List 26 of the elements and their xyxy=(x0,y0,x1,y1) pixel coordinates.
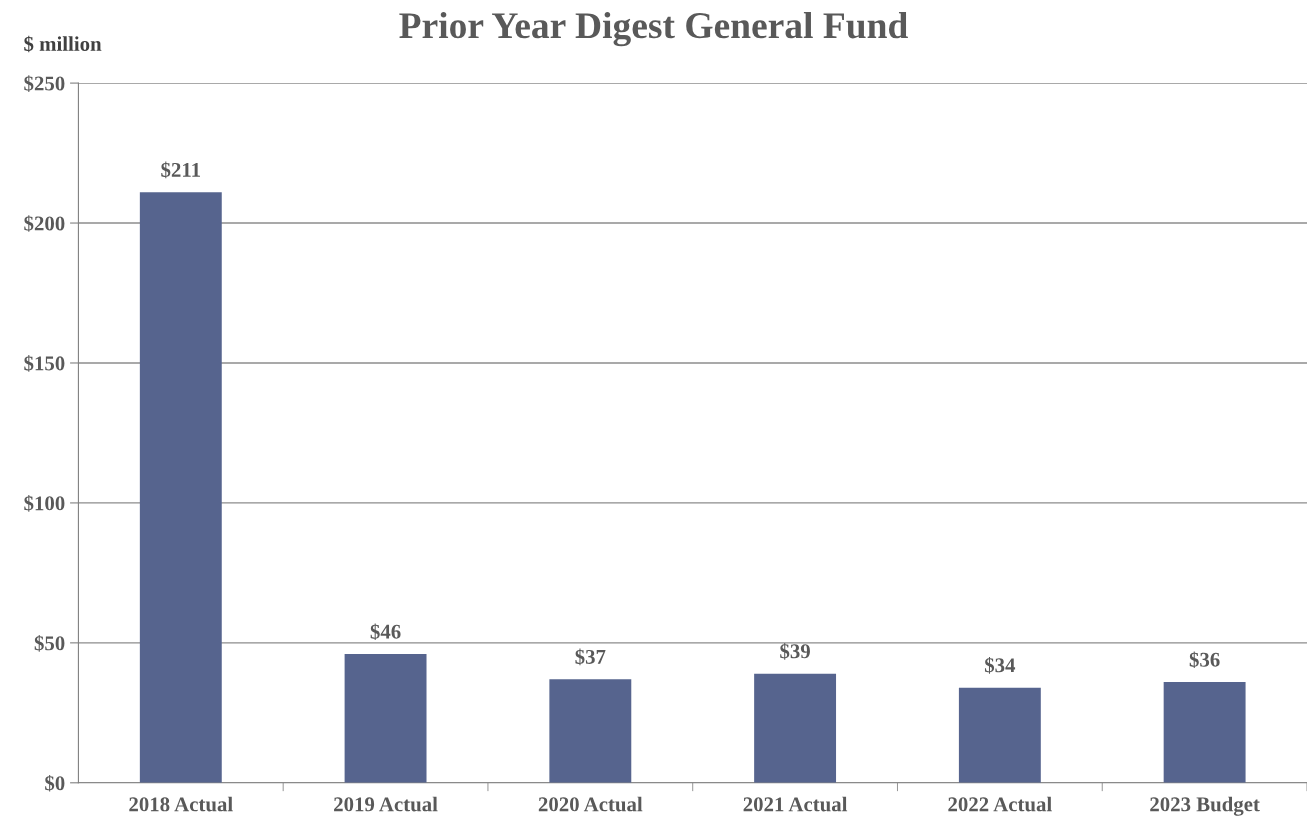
y-tick-label: $200 xyxy=(24,215,65,232)
data-label: $46 xyxy=(370,623,401,641)
x-tick-label: 2020 Actual xyxy=(538,796,643,812)
y-tick-label: $50 xyxy=(34,635,65,652)
x-tick-label: 2021 Actual xyxy=(743,796,848,812)
data-label: $34 xyxy=(984,657,1016,674)
y-axis-title: $ million xyxy=(24,35,102,53)
y-tick-label: $100 xyxy=(24,495,65,512)
x-tick-label: 2018 Actual xyxy=(129,796,233,812)
bar xyxy=(549,679,632,783)
x-tick-label: 2023 Budget xyxy=(1150,796,1260,816)
data-label: $39 xyxy=(780,643,810,660)
bar xyxy=(344,654,427,783)
y-tick-label: $250 xyxy=(24,75,65,92)
bar xyxy=(1163,682,1246,783)
data-label: $36 xyxy=(1189,651,1220,669)
y-tick-label: $0 xyxy=(45,774,65,792)
data-label: $211 xyxy=(161,161,200,179)
y-tick-label: $150 xyxy=(24,355,65,372)
chart-title: Prior Year Digest General Fund xyxy=(399,11,908,47)
bar xyxy=(958,687,1041,783)
x-tick-label: 2019 Actual xyxy=(334,796,438,812)
x-tick-label: 2022 Actual xyxy=(948,796,1052,812)
data-label: $37 xyxy=(575,648,606,666)
bar xyxy=(139,192,222,783)
bar xyxy=(754,673,837,783)
